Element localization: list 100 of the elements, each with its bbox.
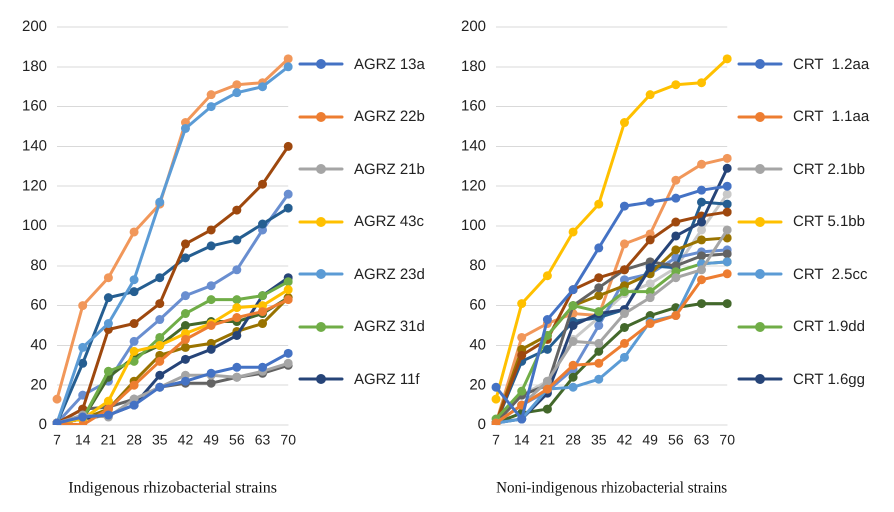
point [671, 80, 680, 90]
point [206, 344, 216, 354]
point [180, 253, 190, 262]
x-tick-label: 28 [126, 431, 142, 448]
point [722, 269, 732, 278]
point [697, 225, 706, 234]
point [542, 404, 552, 414]
point [722, 208, 732, 217]
point [206, 295, 216, 304]
point [104, 293, 113, 302]
x-tick-label: 35 [152, 431, 168, 448]
point [646, 198, 655, 207]
y-tick-label: 140 [460, 138, 486, 155]
point [284, 62, 293, 72]
y-tick-label: 40 [30, 336, 48, 354]
y-tick-label: 0 [38, 416, 48, 434]
point [180, 124, 190, 133]
point [697, 78, 706, 88]
point [130, 287, 139, 296]
point [697, 275, 706, 284]
point [594, 200, 604, 209]
point [697, 218, 706, 227]
point [722, 225, 732, 234]
point [620, 239, 629, 248]
point [517, 386, 526, 396]
point [232, 295, 242, 304]
x-axis-title: Indigenous rhizobacterial strains [68, 480, 278, 497]
point [206, 225, 216, 234]
point [517, 299, 526, 308]
point [232, 88, 242, 98]
point [78, 358, 88, 368]
point [284, 204, 293, 213]
point [104, 396, 113, 406]
point [206, 241, 216, 250]
point [646, 279, 655, 288]
point [594, 374, 604, 384]
point [568, 360, 578, 370]
point [232, 303, 242, 312]
point [130, 227, 139, 236]
point [594, 338, 604, 348]
point [722, 154, 732, 163]
point [180, 291, 190, 300]
point [697, 235, 706, 244]
x-tick-label: 21 [540, 431, 556, 448]
point [722, 164, 732, 173]
point [671, 231, 680, 240]
point [155, 315, 164, 324]
point [130, 275, 139, 284]
point [232, 362, 242, 372]
x-tick-label: 7 [492, 431, 500, 448]
point [646, 235, 655, 244]
x-tick-label: 49 [203, 431, 220, 448]
point [104, 273, 113, 282]
point [130, 380, 139, 390]
x-tick-label: 7 [53, 431, 62, 448]
y-tick-label: 200 [460, 18, 486, 36]
point [697, 265, 706, 274]
point [568, 321, 578, 330]
point [594, 283, 604, 292]
point [258, 319, 268, 328]
point [180, 354, 190, 364]
legend-label: CRT 1.9dd [793, 318, 865, 336]
y-tick-label: 160 [22, 98, 48, 115]
point [258, 362, 268, 372]
point [284, 190, 293, 199]
point [180, 309, 190, 318]
point [232, 80, 242, 90]
y-tick-label: 140 [22, 138, 48, 155]
point [620, 118, 629, 128]
point [542, 271, 552, 280]
legend-label: CRT 2.5cc [793, 266, 868, 283]
point [671, 245, 680, 254]
y-tick-label: 40 [469, 336, 486, 354]
point [206, 281, 216, 290]
point [284, 54, 293, 64]
point [722, 200, 732, 209]
point [697, 251, 706, 260]
x-tick-label: 28 [565, 431, 582, 448]
point [104, 366, 113, 376]
y-tick-label: 120 [460, 177, 486, 194]
x-tick-label: 42 [178, 431, 194, 448]
point [671, 218, 680, 227]
point [542, 344, 552, 354]
point [155, 273, 164, 282]
point [594, 291, 604, 300]
legend-label: AGRZ 13a [354, 56, 425, 73]
x-tick-label: 14 [74, 431, 91, 448]
point [671, 176, 680, 185]
point [620, 202, 629, 211]
y-tick-label: 180 [460, 58, 486, 75]
legend-label: AGRZ 11f [354, 370, 420, 388]
x-tick-label: 35 [590, 431, 607, 448]
point [620, 338, 629, 348]
point [155, 356, 164, 366]
point [180, 334, 190, 344]
y-tick-label: 20 [30, 376, 48, 394]
legend-label: CRT 1.6gg [793, 370, 865, 388]
x-tick-label: 14 [514, 431, 530, 448]
point [206, 102, 216, 112]
point [258, 82, 268, 92]
